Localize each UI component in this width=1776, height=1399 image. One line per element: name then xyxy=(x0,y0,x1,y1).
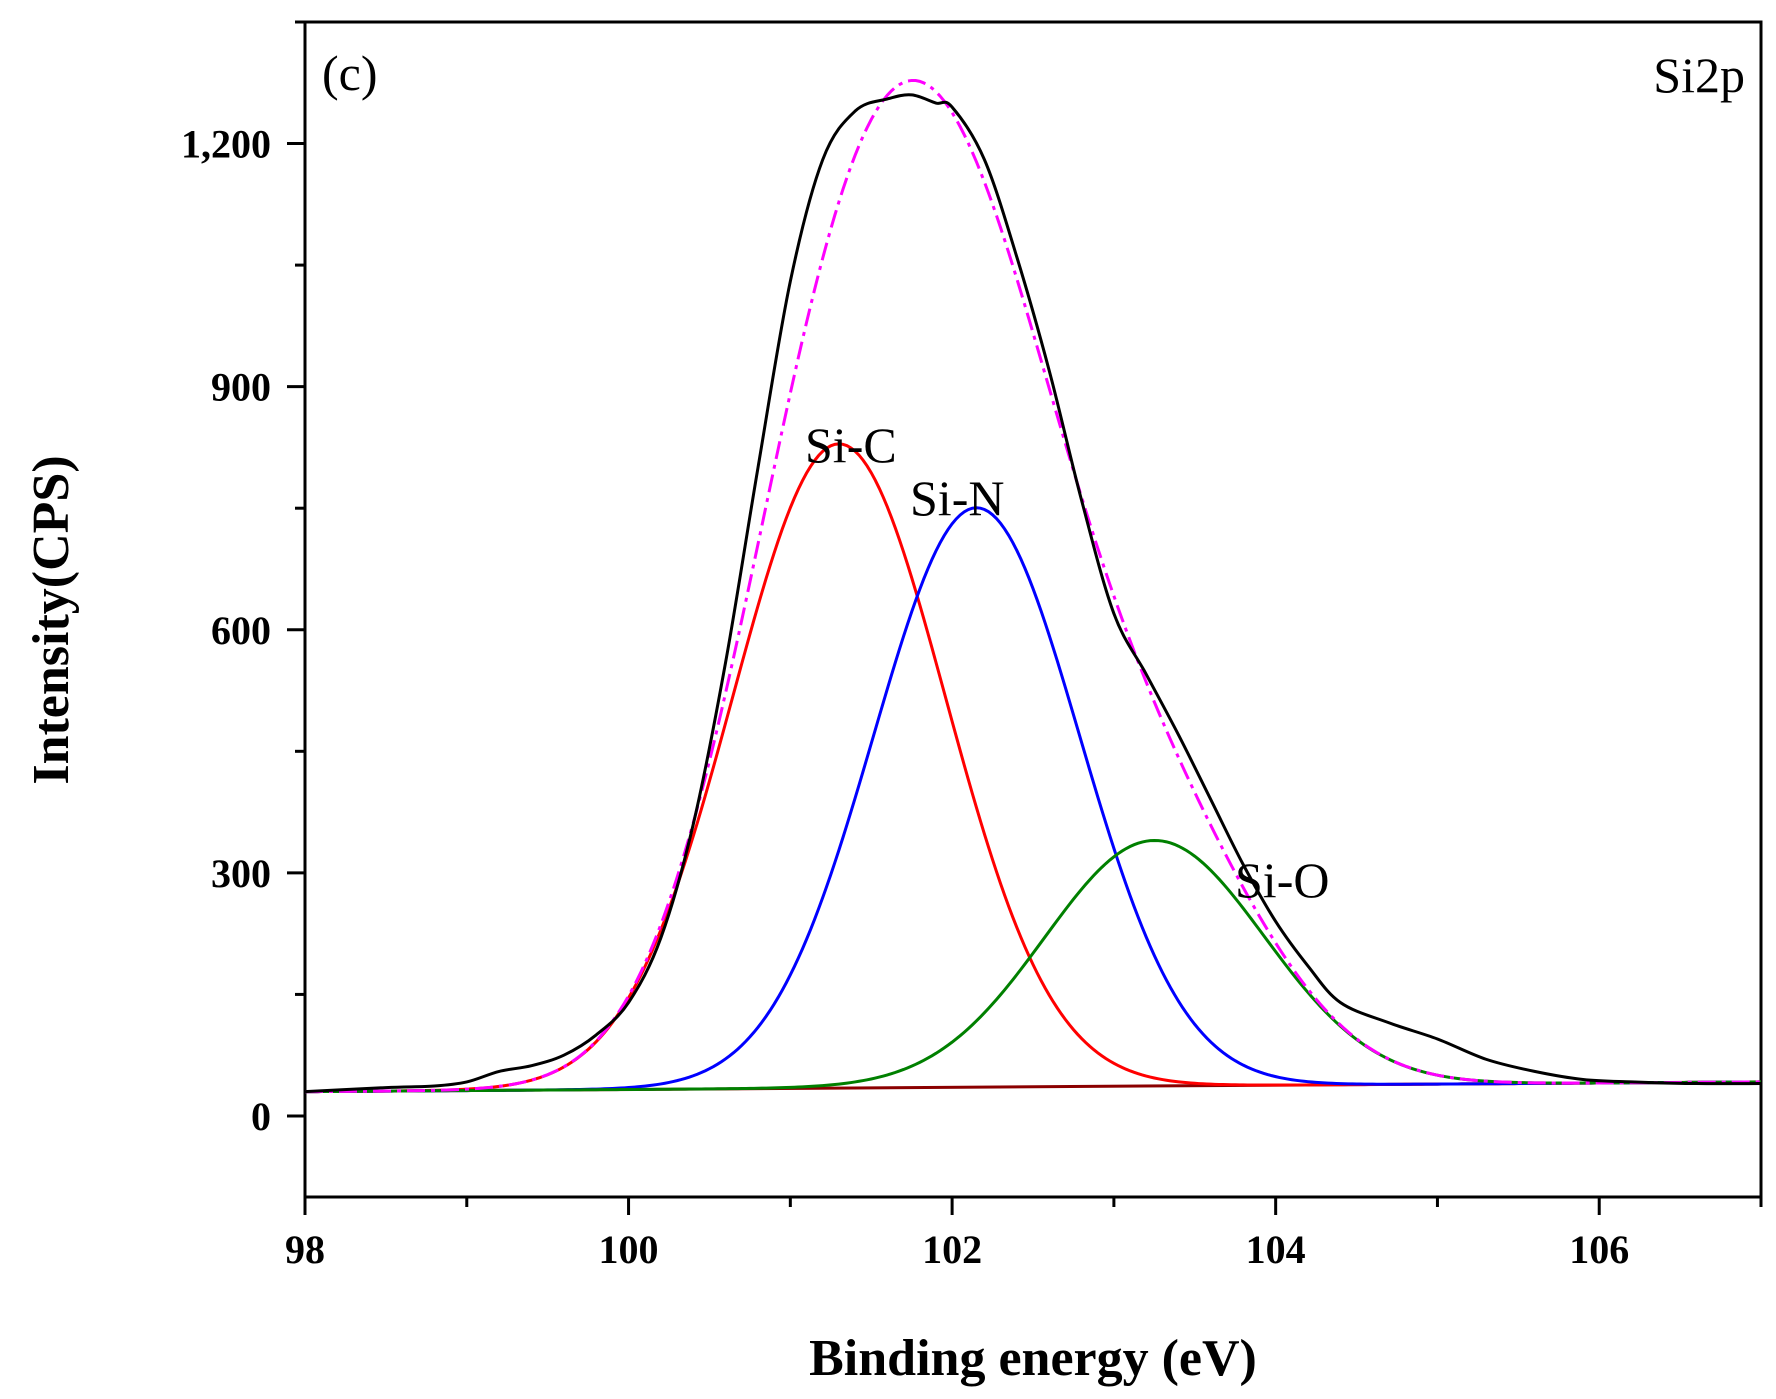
plot-frame xyxy=(303,20,1763,1199)
x-tick-label: 106 xyxy=(1569,1227,1629,1272)
y-axis-title: Intensity(CPS) xyxy=(23,455,80,784)
x-axis-tick-labels: 98 100 102 104 106 xyxy=(285,1227,1629,1272)
x-tick-label: 100 xyxy=(599,1227,659,1272)
raw-data-curve xyxy=(304,93,1762,1094)
x-axis-ticks xyxy=(303,1197,1763,1215)
y-tick-label: 1,200 xyxy=(181,122,271,167)
plot-area-border xyxy=(303,20,1763,1199)
si-o-label: Si-O xyxy=(1235,852,1329,908)
curves xyxy=(304,78,1762,1094)
y-tick-label: 900 xyxy=(211,365,271,410)
envelope-fit-curve xyxy=(304,78,1762,1094)
y-tick-label: 300 xyxy=(211,851,271,896)
y-axis-tick-labels: 0 300 600 900 1,200 xyxy=(181,122,271,1139)
y-tick-label: 600 xyxy=(211,608,271,653)
y-tick-label: 0 xyxy=(251,1094,271,1139)
x-axis-title: Binding energy (eV) xyxy=(809,1330,1257,1387)
si-c-peak-curve xyxy=(304,442,1762,1094)
x-tick-label: 98 xyxy=(285,1227,325,1272)
y-axis-ticks xyxy=(287,20,305,1118)
si-c-label: Si-C xyxy=(805,417,897,473)
si-n-peak-curve xyxy=(304,506,1762,1094)
panel-label: (c) xyxy=(322,45,378,101)
x-tick-label: 104 xyxy=(1246,1227,1306,1272)
x-tick-label: 102 xyxy=(922,1227,982,1272)
si-n-label: Si-N xyxy=(910,470,1004,526)
chart-title: Si2p xyxy=(1653,47,1745,103)
